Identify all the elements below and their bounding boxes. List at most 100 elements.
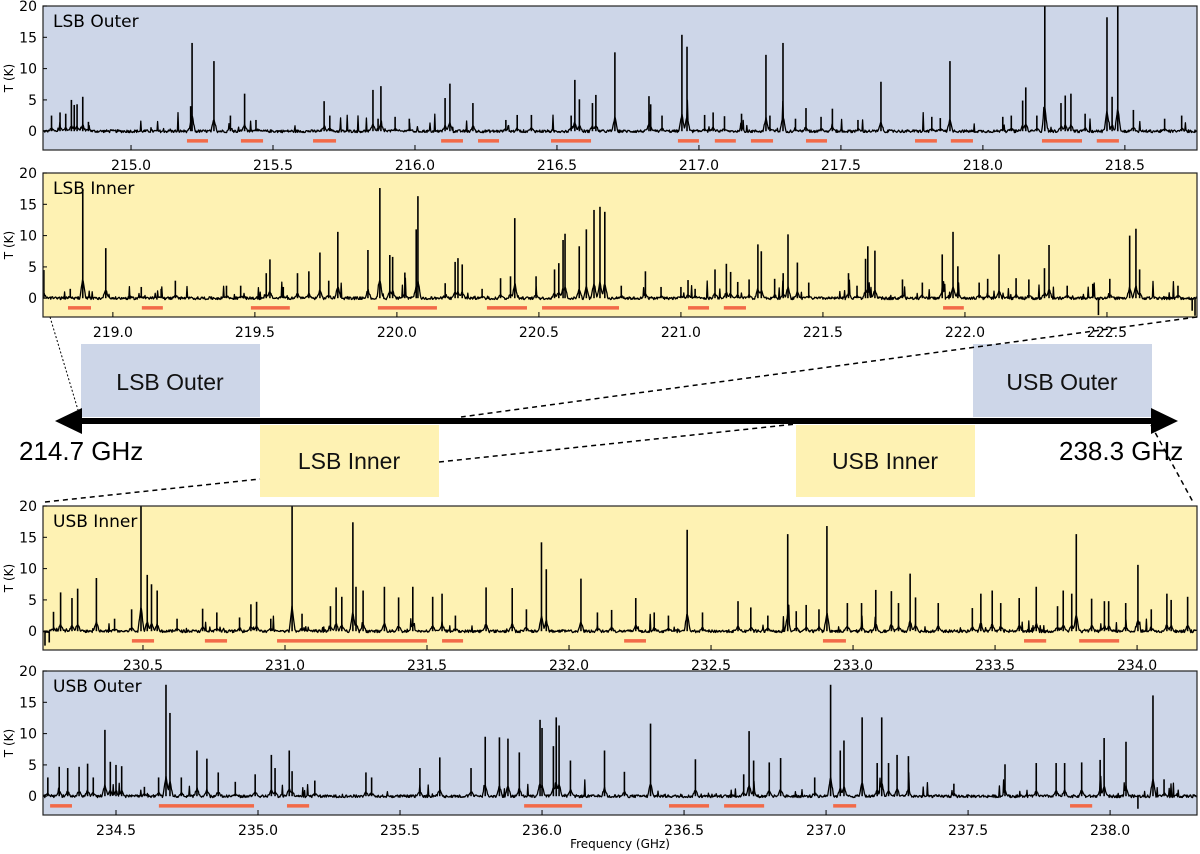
highlight-range-bar bbox=[313, 139, 337, 143]
highlight-range-bar bbox=[50, 804, 72, 808]
highlight-range-bar bbox=[377, 306, 437, 310]
spectrum-panel-usb-outer: 0 5 10 15 20 234.5 235.0 235.5 236.0 236.5 237.0 23… bbox=[2, 664, 1198, 839]
y-tick-label: 0 bbox=[28, 124, 37, 140]
y-tick-label: 0 bbox=[28, 789, 37, 805]
y-tick-label: 5 bbox=[28, 593, 37, 609]
highlight-range-bar bbox=[668, 804, 710, 808]
usb-outer-label: USB Outer bbox=[1006, 369, 1118, 395]
zoom-connector-lsb-inner-mid bbox=[438, 423, 797, 463]
x-tick-label: 219.5 bbox=[235, 325, 275, 341]
x-tick-label: 216.5 bbox=[537, 158, 577, 174]
highlight-range-bar bbox=[1070, 804, 1093, 808]
highlight-range-bar bbox=[943, 306, 964, 310]
x-tick-label: 236.0 bbox=[522, 823, 562, 839]
zoom-connector-lsb-outer bbox=[49, 316, 79, 411]
x-tick-label: 235.5 bbox=[380, 823, 420, 839]
plot-frame bbox=[42, 5, 1198, 151]
highlight-range-bar bbox=[724, 804, 765, 808]
highlight-range-bar bbox=[524, 804, 583, 808]
x-tick-label: 235.0 bbox=[238, 823, 278, 839]
spectrum-baseline bbox=[43, 99, 1197, 134]
x-tick-label: 233.5 bbox=[975, 658, 1015, 674]
x-tick-label: 222.0 bbox=[945, 325, 985, 341]
lsb-inner-box bbox=[260, 425, 439, 497]
y-tick-label: 10 bbox=[19, 562, 37, 578]
highlight-range-bar bbox=[277, 639, 428, 643]
x-tick-label: 218.0 bbox=[963, 158, 1003, 174]
zoom-connector-lsb-inner-right bbox=[460, 316, 1198, 418]
x-tick-label: 231.0 bbox=[265, 658, 305, 674]
plot-area bbox=[43, 684, 1197, 809]
highlight-range-bar bbox=[441, 139, 463, 143]
highlight-range-bar bbox=[750, 139, 774, 143]
y-tick-label: 5 bbox=[28, 260, 37, 276]
x-tick-label: 231.5 bbox=[407, 658, 447, 674]
y-tick-label: 15 bbox=[19, 30, 37, 46]
highlight-range-bar bbox=[915, 139, 937, 143]
spectrum-panel-lsb-outer: 0 5 10 15 20 215.0 215.5 216.0 216.5 217.0 217.5 21… bbox=[2, 0, 1198, 174]
x-tick-label: 230.5 bbox=[123, 658, 163, 674]
lsb-outer-label: LSB Outer bbox=[116, 369, 224, 395]
x-tick-label: 232.5 bbox=[691, 658, 731, 674]
low-frequency-edge-label: 214.7 GHz bbox=[19, 436, 143, 466]
plot-area bbox=[43, 6, 1197, 143]
y-tick-label: 10 bbox=[19, 229, 37, 245]
spectrum-panel-usb-inner: 0 5 10 15 20 230.5 231.0 231.5 232.0 232.5 233.0 23… bbox=[2, 499, 1198, 674]
spectrum-baseline bbox=[43, 604, 1197, 634]
highlight-range-bar bbox=[714, 139, 736, 143]
highlight-range-bar bbox=[1079, 639, 1120, 643]
plot-background bbox=[43, 506, 1197, 650]
x-tick-label: 234.5 bbox=[96, 823, 136, 839]
high-frequency-edge-label: 238.3 GHz bbox=[1059, 436, 1183, 466]
highlight-range-bar bbox=[624, 639, 646, 643]
x-tick-label: 238.0 bbox=[1090, 823, 1130, 839]
spectrum-panel-lsb-inner: 0 5 10 15 20 219.0 219.5 220.0 220.5 221.0 221.5 22… bbox=[2, 166, 1198, 341]
highlight-range-bar bbox=[950, 139, 973, 143]
y-tick-label: 10 bbox=[19, 62, 37, 78]
y-tick-label: 0 bbox=[28, 624, 37, 640]
highlight-range-bar bbox=[67, 306, 92, 310]
highlight-range-bar bbox=[1041, 139, 1082, 143]
x-tick-label: 232.0 bbox=[549, 658, 589, 674]
y-tick-label: 20 bbox=[19, 499, 37, 515]
highlight-range-bar bbox=[688, 306, 710, 310]
x-tick-label: 237.5 bbox=[948, 823, 988, 839]
highlight-range-bar bbox=[1024, 639, 1047, 643]
x-tick-label: 217.0 bbox=[679, 158, 719, 174]
highlight-range-bar bbox=[1096, 139, 1119, 143]
highlight-range-bar bbox=[442, 639, 464, 643]
x-tick-label: 220.0 bbox=[377, 325, 417, 341]
y-tick-label: 20 bbox=[19, 166, 37, 182]
y-axis-label: T (K) bbox=[2, 231, 16, 260]
zoom-connector-usb-inner-right bbox=[1150, 424, 1194, 503]
x-tick-label: 218.5 bbox=[1105, 158, 1145, 174]
x-tick-label: 215.0 bbox=[111, 158, 151, 174]
x-tick-label: 234.0 bbox=[1117, 658, 1157, 674]
x-tick-label: 221.0 bbox=[661, 325, 701, 341]
y-tick-label: 20 bbox=[19, 0, 37, 15]
usb-inner-label: USB Inner bbox=[832, 448, 938, 474]
highlight-range-bar bbox=[141, 306, 163, 310]
y-tick-label: 20 bbox=[19, 664, 37, 680]
x-tick-label: 217.5 bbox=[821, 158, 861, 174]
arrow-head-right-icon bbox=[1151, 408, 1178, 434]
highlight-range-bar bbox=[250, 306, 290, 310]
y-tick-label: 0 bbox=[28, 291, 37, 307]
highlight-range-bar bbox=[204, 639, 228, 643]
highlight-range-bar bbox=[486, 306, 527, 310]
x-tick-label: 237.0 bbox=[806, 823, 846, 839]
y-tick-label: 15 bbox=[19, 695, 37, 711]
plot-frame bbox=[42, 505, 1198, 651]
plot-background bbox=[43, 173, 1197, 317]
x-tick-label: 220.5 bbox=[519, 325, 559, 341]
zoom-connector-usb-inner-left bbox=[44, 478, 261, 503]
y-tick-label: 5 bbox=[28, 93, 37, 109]
y-tick-label: 10 bbox=[19, 727, 37, 743]
highlight-range-bar bbox=[550, 139, 592, 143]
highlight-range-bar bbox=[286, 804, 310, 808]
x-tick-label: 236.5 bbox=[664, 823, 704, 839]
usb-inner-box bbox=[796, 425, 975, 497]
spectrum-panels: 0 5 10 15 20 215.0 215.5 216.0 216.5 217.0 217.5 21… bbox=[2, 0, 1198, 839]
x-tick-label: 221.5 bbox=[803, 325, 843, 341]
